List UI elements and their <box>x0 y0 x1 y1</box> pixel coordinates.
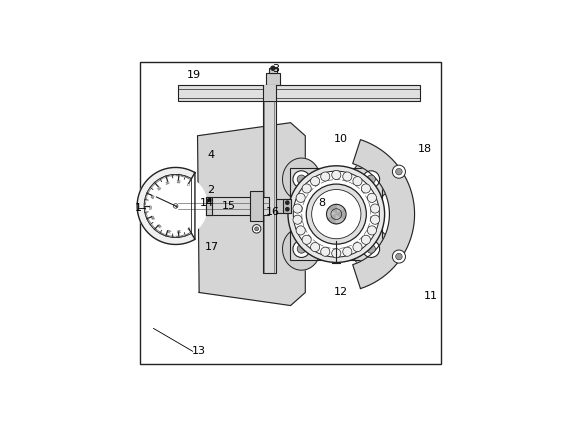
Polygon shape <box>336 209 345 219</box>
Circle shape <box>293 215 302 224</box>
Polygon shape <box>352 228 390 270</box>
Circle shape <box>392 250 405 263</box>
Text: 0: 0 <box>185 183 190 188</box>
Text: 30: 30 <box>156 220 163 227</box>
Circle shape <box>288 166 384 262</box>
Text: 50: 50 <box>150 203 154 209</box>
Text: 20: 20 <box>165 226 172 232</box>
Circle shape <box>370 204 380 213</box>
Circle shape <box>286 208 289 211</box>
Circle shape <box>306 184 366 244</box>
Polygon shape <box>353 139 414 289</box>
Circle shape <box>296 226 305 235</box>
Bar <box>250 191 264 220</box>
Circle shape <box>311 176 320 186</box>
Circle shape <box>361 235 370 244</box>
Polygon shape <box>144 174 208 237</box>
Circle shape <box>343 172 352 181</box>
Bar <box>284 199 291 213</box>
Circle shape <box>332 249 341 258</box>
Text: 10: 10 <box>175 180 181 184</box>
Polygon shape <box>328 214 336 224</box>
Circle shape <box>293 171 379 257</box>
Circle shape <box>302 184 311 193</box>
Bar <box>178 85 420 101</box>
Circle shape <box>302 235 311 244</box>
Polygon shape <box>336 204 345 214</box>
Circle shape <box>293 171 310 188</box>
Polygon shape <box>282 228 320 270</box>
Text: 40: 40 <box>151 193 157 200</box>
Circle shape <box>174 204 178 208</box>
Bar <box>290 168 382 260</box>
Circle shape <box>363 171 380 188</box>
Text: 3: 3 <box>272 64 280 74</box>
Circle shape <box>270 66 275 70</box>
Circle shape <box>293 240 310 257</box>
Text: 40: 40 <box>151 212 157 219</box>
Circle shape <box>396 253 402 260</box>
Polygon shape <box>282 158 320 201</box>
Text: 11: 11 <box>424 291 438 301</box>
Text: 0: 0 <box>185 224 190 229</box>
Bar <box>266 73 280 85</box>
Polygon shape <box>328 209 336 219</box>
Text: 30: 30 <box>156 185 163 192</box>
Text: 20: 20 <box>165 181 172 186</box>
Polygon shape <box>206 197 212 215</box>
Circle shape <box>343 247 352 256</box>
Text: 12: 12 <box>334 287 348 298</box>
Circle shape <box>363 240 380 257</box>
Text: 10: 10 <box>334 134 348 144</box>
Text: 15: 15 <box>222 201 235 211</box>
Circle shape <box>208 198 211 202</box>
Circle shape <box>361 184 370 193</box>
Circle shape <box>332 170 341 179</box>
Text: 1: 1 <box>136 203 142 212</box>
Polygon shape <box>328 204 336 214</box>
Bar <box>263 85 276 101</box>
Text: 17: 17 <box>205 242 219 252</box>
Text: 2: 2 <box>207 184 214 195</box>
Circle shape <box>296 193 305 202</box>
Circle shape <box>252 225 261 233</box>
Circle shape <box>312 190 361 239</box>
Bar <box>276 199 290 213</box>
Text: 4: 4 <box>207 151 214 160</box>
Text: 19: 19 <box>187 70 201 81</box>
Circle shape <box>297 175 306 184</box>
Text: 14: 14 <box>200 198 214 208</box>
Circle shape <box>297 245 306 253</box>
Circle shape <box>353 243 362 252</box>
Text: 8: 8 <box>318 198 325 208</box>
Circle shape <box>367 245 375 253</box>
Circle shape <box>293 204 302 213</box>
Circle shape <box>392 165 405 178</box>
Text: 18: 18 <box>417 144 431 154</box>
Circle shape <box>367 175 375 184</box>
Polygon shape <box>352 158 390 201</box>
Polygon shape <box>336 214 345 224</box>
Circle shape <box>353 176 362 186</box>
Bar <box>178 197 269 215</box>
Polygon shape <box>137 167 195 245</box>
Text: 10: 10 <box>175 227 181 232</box>
Circle shape <box>396 168 402 175</box>
Bar <box>263 101 276 273</box>
Circle shape <box>367 226 376 235</box>
Circle shape <box>370 215 380 224</box>
Circle shape <box>255 227 259 231</box>
Circle shape <box>286 201 289 204</box>
Bar <box>269 67 277 73</box>
Circle shape <box>367 193 376 202</box>
Circle shape <box>321 247 330 256</box>
Polygon shape <box>197 123 305 306</box>
Text: 13: 13 <box>192 346 206 356</box>
Circle shape <box>321 172 330 181</box>
Circle shape <box>311 243 320 252</box>
Text: 16: 16 <box>265 207 280 218</box>
